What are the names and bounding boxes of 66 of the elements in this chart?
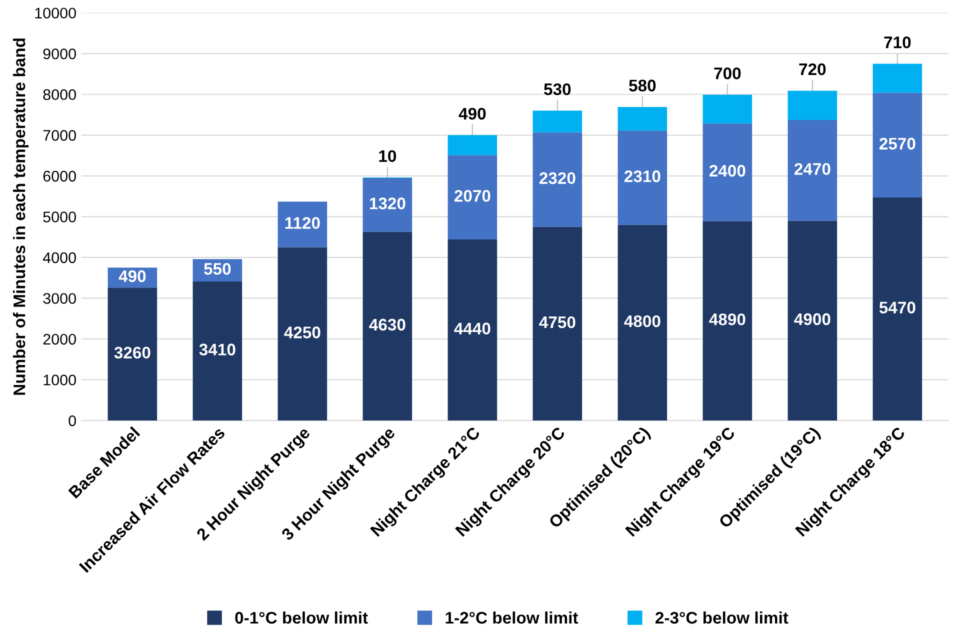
bar	[532, 226, 582, 421]
bar	[702, 94, 752, 124]
legend-label: 2-3°C below limit	[656, 611, 788, 624]
data-label: 490	[118, 270, 146, 282]
bar	[788, 220, 838, 421]
data-label: 4750	[539, 316, 576, 328]
y-tick-label: 7000	[43, 130, 76, 141]
data-label: 550	[204, 262, 231, 275]
data-label: 10	[379, 150, 396, 162]
y-axis-title: Number of Minutes in each temperature band	[12, 38, 29, 395]
bar	[872, 198, 922, 421]
bar	[448, 240, 498, 421]
y-tick-label: 1000	[44, 374, 76, 386]
y-tick-label: 5000	[43, 212, 76, 222]
y-tick-label: 2000	[43, 334, 76, 345]
bar	[788, 120, 838, 221]
data-label: 700	[714, 67, 741, 80]
bar	[788, 90, 838, 120]
bar	[872, 92, 922, 198]
data-label: 4800	[624, 315, 660, 328]
data-label: 3410	[199, 344, 236, 356]
y-tick-label: 9000	[43, 48, 76, 60]
bar	[278, 202, 328, 248]
data-label: 1320	[370, 198, 406, 210]
bar	[618, 224, 668, 421]
y-tick-label: 8000	[43, 89, 76, 100]
bar	[448, 135, 498, 156]
data-label: 720	[799, 63, 826, 76]
y-tick-label: 4000	[42, 252, 76, 264]
data-label: 4250	[284, 326, 320, 338]
legend-label: 0-1°C below limit	[235, 611, 368, 624]
bar	[532, 132, 582, 227]
data-label: 2570	[879, 138, 916, 150]
bar	[618, 130, 668, 225]
data-label: 710	[884, 36, 911, 48]
data-label: 530	[544, 83, 571, 96]
y-tick-label: 3000	[43, 293, 76, 304]
data-label: 4900	[794, 313, 830, 326]
bar	[618, 107, 668, 131]
bar	[108, 288, 158, 421]
bar	[448, 155, 498, 240]
data-label: 580	[629, 80, 656, 92]
bar	[362, 178, 412, 232]
bar	[872, 64, 922, 93]
legend-label: 1-2°C below limit	[446, 611, 578, 624]
data-label: 4890	[709, 314, 746, 326]
data-label: 2400	[709, 164, 746, 177]
data-label: 2310	[624, 170, 660, 182]
data-label: 490	[458, 108, 486, 120]
bar	[192, 281, 242, 421]
data-label: 3260	[114, 346, 150, 359]
y-tick-label: 10000	[35, 8, 76, 19]
data-label: 1120	[285, 217, 320, 229]
bar	[702, 221, 752, 421]
data-label: 2320	[539, 172, 576, 184]
y-tick-label: 6000	[43, 170, 76, 182]
data-label: 4630	[369, 318, 406, 331]
bar	[278, 247, 328, 421]
bar	[362, 232, 412, 421]
data-label: 4440	[454, 322, 490, 334]
data-label: 5470	[879, 302, 916, 314]
data-label: 2470	[794, 163, 830, 175]
data-label: 2070	[454, 190, 490, 202]
y-tick-label: 0	[68, 415, 76, 426]
bar	[532, 110, 582, 132]
bar	[702, 123, 752, 222]
